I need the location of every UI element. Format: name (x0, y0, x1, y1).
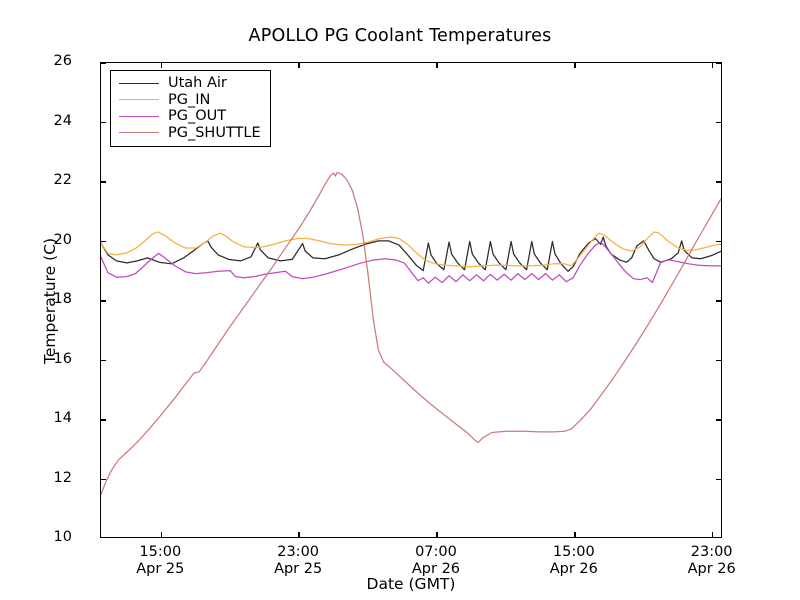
y-tick-mark (101, 121, 106, 124)
y-tick-mark (716, 359, 721, 362)
y-tick-mark (101, 478, 106, 481)
x-tick-label: 07:00 Apr 26 (411, 544, 461, 577)
y-tick-mark (101, 63, 106, 64)
x-tick-mark (711, 532, 714, 537)
legend-color-swatch (119, 132, 159, 134)
y-tick-mark (716, 181, 721, 183)
series-line-pg-in (101, 231, 721, 268)
x-tick-label: 23:00 Apr 26 (687, 544, 736, 577)
x-tick-label: 23:00 Apr 25 (274, 544, 323, 577)
y-tick-label: 22 (53, 172, 72, 188)
y-tick-label: 18 (53, 291, 72, 307)
y-tick-label: 14 (53, 410, 72, 426)
series-canvas (101, 171, 721, 496)
x-tick-mark (436, 63, 438, 68)
legend-color-swatch (119, 82, 159, 84)
legend-color-swatch (119, 115, 159, 117)
y-tick-label: 10 (53, 529, 72, 545)
y-tick-label: 12 (53, 469, 72, 486)
y-tick-label: 26 (53, 53, 72, 69)
legend-item: PG_SHUTTLE (116, 125, 261, 142)
y-tick-mark (101, 300, 106, 302)
x-tick-mark (160, 532, 162, 537)
legend-color-swatch (119, 99, 159, 101)
series-line-pg-out (101, 241, 721, 284)
y-tick-label: 16 (53, 350, 72, 367)
x-tick-label: 15:00 Apr 26 (549, 544, 598, 577)
legend-label: Utah Air (168, 75, 227, 92)
y-tick-label: 20 (53, 231, 72, 248)
y-tick-mark (716, 121, 721, 124)
y-tick-mark (101, 181, 106, 183)
series-line-pg-shuttle (101, 171, 721, 496)
legend-item: PG_OUT (116, 108, 261, 125)
series-line-utah-air (101, 236, 721, 272)
page-title: APOLLO PG Coolant Temperatures (248, 26, 552, 46)
y-tick-mark (716, 478, 721, 481)
x-tick-mark (574, 532, 576, 537)
legend: Utah Air PG_IN PG_OUT PG_SHUTTLE (110, 70, 271, 147)
y-tick-mark (101, 240, 106, 243)
x-tick-mark (298, 63, 300, 68)
x-tick-mark (711, 63, 714, 68)
x-tick-mark (574, 63, 576, 68)
y-tick-mark (716, 300, 721, 302)
legend-label: PG_SHUTTLE (168, 124, 261, 141)
y-tick-label: 24 (53, 112, 72, 129)
x-axis-title: Date (GMT) (366, 575, 456, 593)
legend-item: PG_IN (116, 92, 261, 109)
x-tick-mark (160, 63, 162, 68)
legend-label: PG_IN (168, 91, 211, 108)
y-tick-mark (716, 419, 721, 421)
y-tick-mark (716, 240, 721, 243)
legend-label: PG_OUT (168, 108, 227, 125)
x-tick-label: 15:00 Apr 25 (136, 544, 185, 577)
y-tick-mark (101, 419, 106, 421)
x-tick-mark (436, 532, 438, 537)
y-tick-mark (716, 63, 721, 64)
x-tick-mark (298, 532, 300, 537)
legend-item: Utah Air (116, 75, 261, 92)
y-tick-mark (101, 359, 106, 362)
